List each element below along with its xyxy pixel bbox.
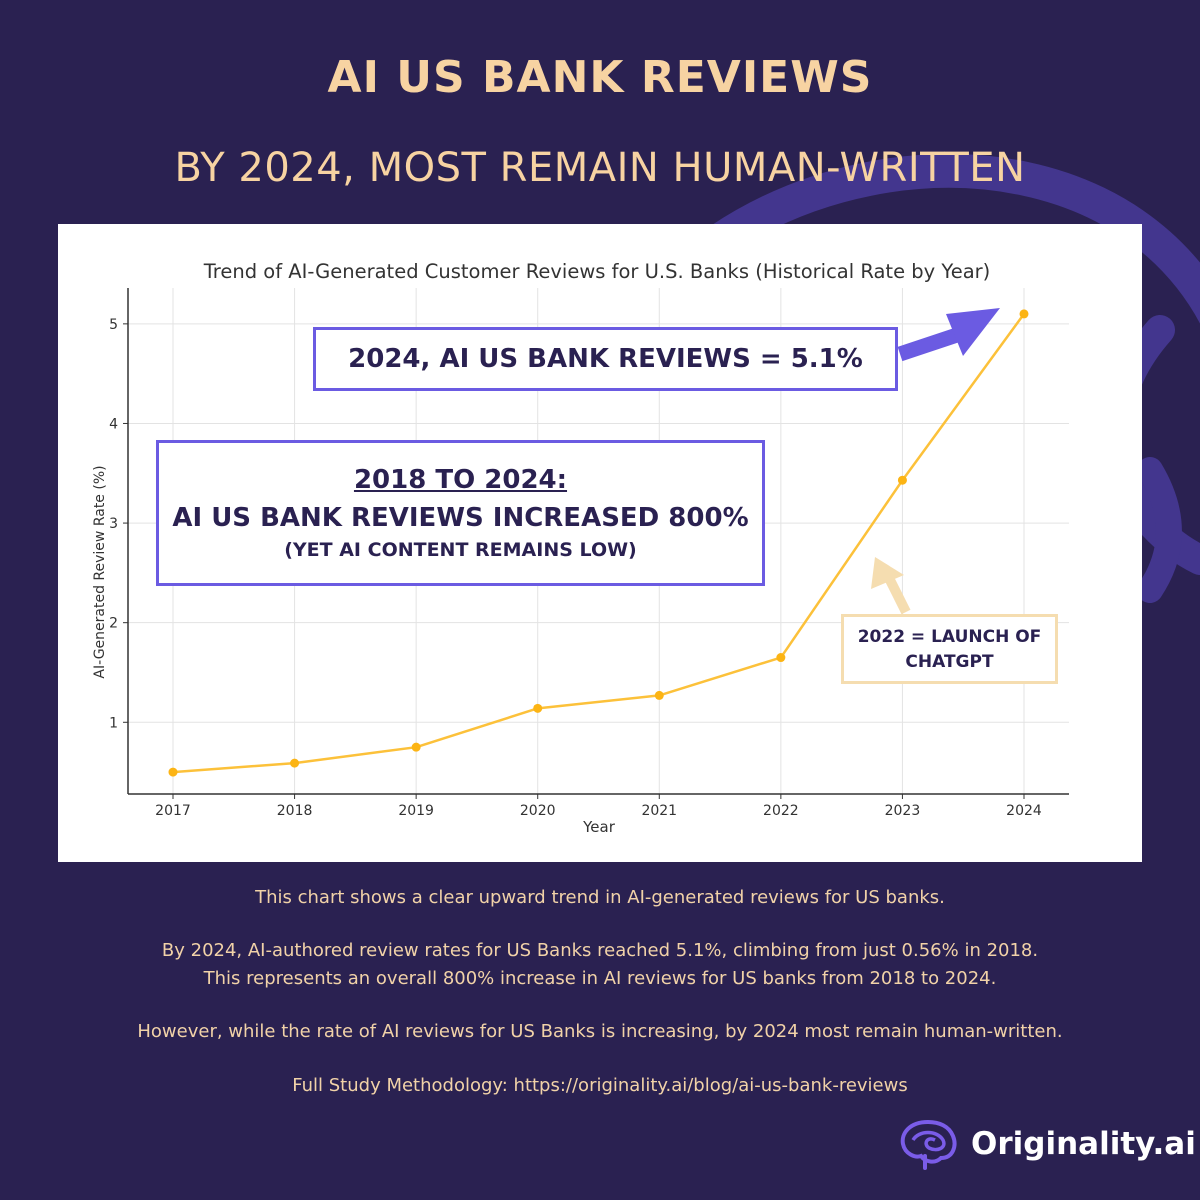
data-point: [168, 767, 178, 777]
methodology-link[interactable]: Full Study Methodology: https://original…: [292, 1075, 908, 1096]
chart-axes: [127, 288, 1069, 795]
callout-increase: 2018 TO 2024: AI US BANK REVIEWS INCREAS…: [156, 440, 765, 586]
page-title: AI US BANK REVIEWS: [327, 52, 873, 103]
x-tick-label: 2018: [277, 803, 313, 819]
y-axis-label: AI-Generated Review Rate (%): [92, 465, 108, 678]
data-point: [290, 758, 300, 768]
axis-ticks: 2017 2018 2019 2020 2021 2022 2023 2024 1 2 3 4 5: [109, 317, 1042, 819]
y-tick-label: 1: [109, 715, 118, 731]
data-point: [654, 690, 664, 700]
chart-title: Trend of AI-Generated Customer Reviews f…: [203, 260, 991, 283]
page-subtitle: BY 2024, MOST REMAIN HUMAN-WRITTEN: [174, 145, 1026, 191]
x-tick-label: 2023: [885, 803, 921, 819]
y-tick-label: 2: [109, 616, 118, 632]
x-tick-label: 2024: [1006, 803, 1042, 819]
data-point: [1019, 309, 1029, 319]
callout-increase-note: (YET AI CONTENT REMAINS LOW): [284, 539, 637, 561]
x-tick-label: 2019: [398, 803, 434, 819]
series-line: [172, 313, 1026, 774]
arrow-to-2024-icon: [897, 308, 1000, 362]
x-tick-label: 2017: [155, 803, 191, 819]
data-point: [533, 703, 543, 713]
x-tick-label: 2020: [520, 803, 556, 819]
callout-increase-heading: 2018 TO 2024:: [353, 465, 568, 495]
x-tick-label: 2021: [641, 803, 677, 819]
series-layer: [168, 309, 1029, 777]
description-line-4: However, while the rate of AI reviews fo…: [137, 1021, 1063, 1042]
y-tick-label: 5: [109, 317, 118, 333]
y-tick-label: 3: [109, 516, 118, 532]
data-point: [776, 653, 786, 663]
description-line-1: This chart shows a clear upward trend in…: [255, 887, 945, 908]
line-chart: Trend of AI-Generated Customer Reviews f…: [92, 260, 1069, 836]
x-tick-label: 2022: [763, 803, 799, 819]
data-point: [897, 475, 907, 485]
arrow-up-chatgpt-icon: [871, 557, 911, 615]
callout-increase-line: AI US BANK REVIEWS INCREASED 800%: [172, 503, 749, 533]
brand-name: Originality.ai: [971, 1126, 1196, 1162]
data-point: [411, 742, 421, 752]
description-line-3: This represents an overall 800% increase…: [203, 968, 997, 989]
callout-2024-rate: 2024, AI US BANK REVIEWS = 5.1%: [313, 327, 898, 391]
x-axis-label: Year: [582, 818, 616, 836]
brand-logo[interactable]: Originality.ai: [895, 1114, 1196, 1174]
callout-chatgpt-launch: 2022 = LAUNCH OF CHATGPT: [841, 614, 1058, 684]
description-line-2: By 2024, AI-authored review rates for US…: [161, 940, 1039, 961]
brain-logo-icon: [900, 1119, 957, 1170]
y-tick-label: 4: [109, 416, 118, 432]
